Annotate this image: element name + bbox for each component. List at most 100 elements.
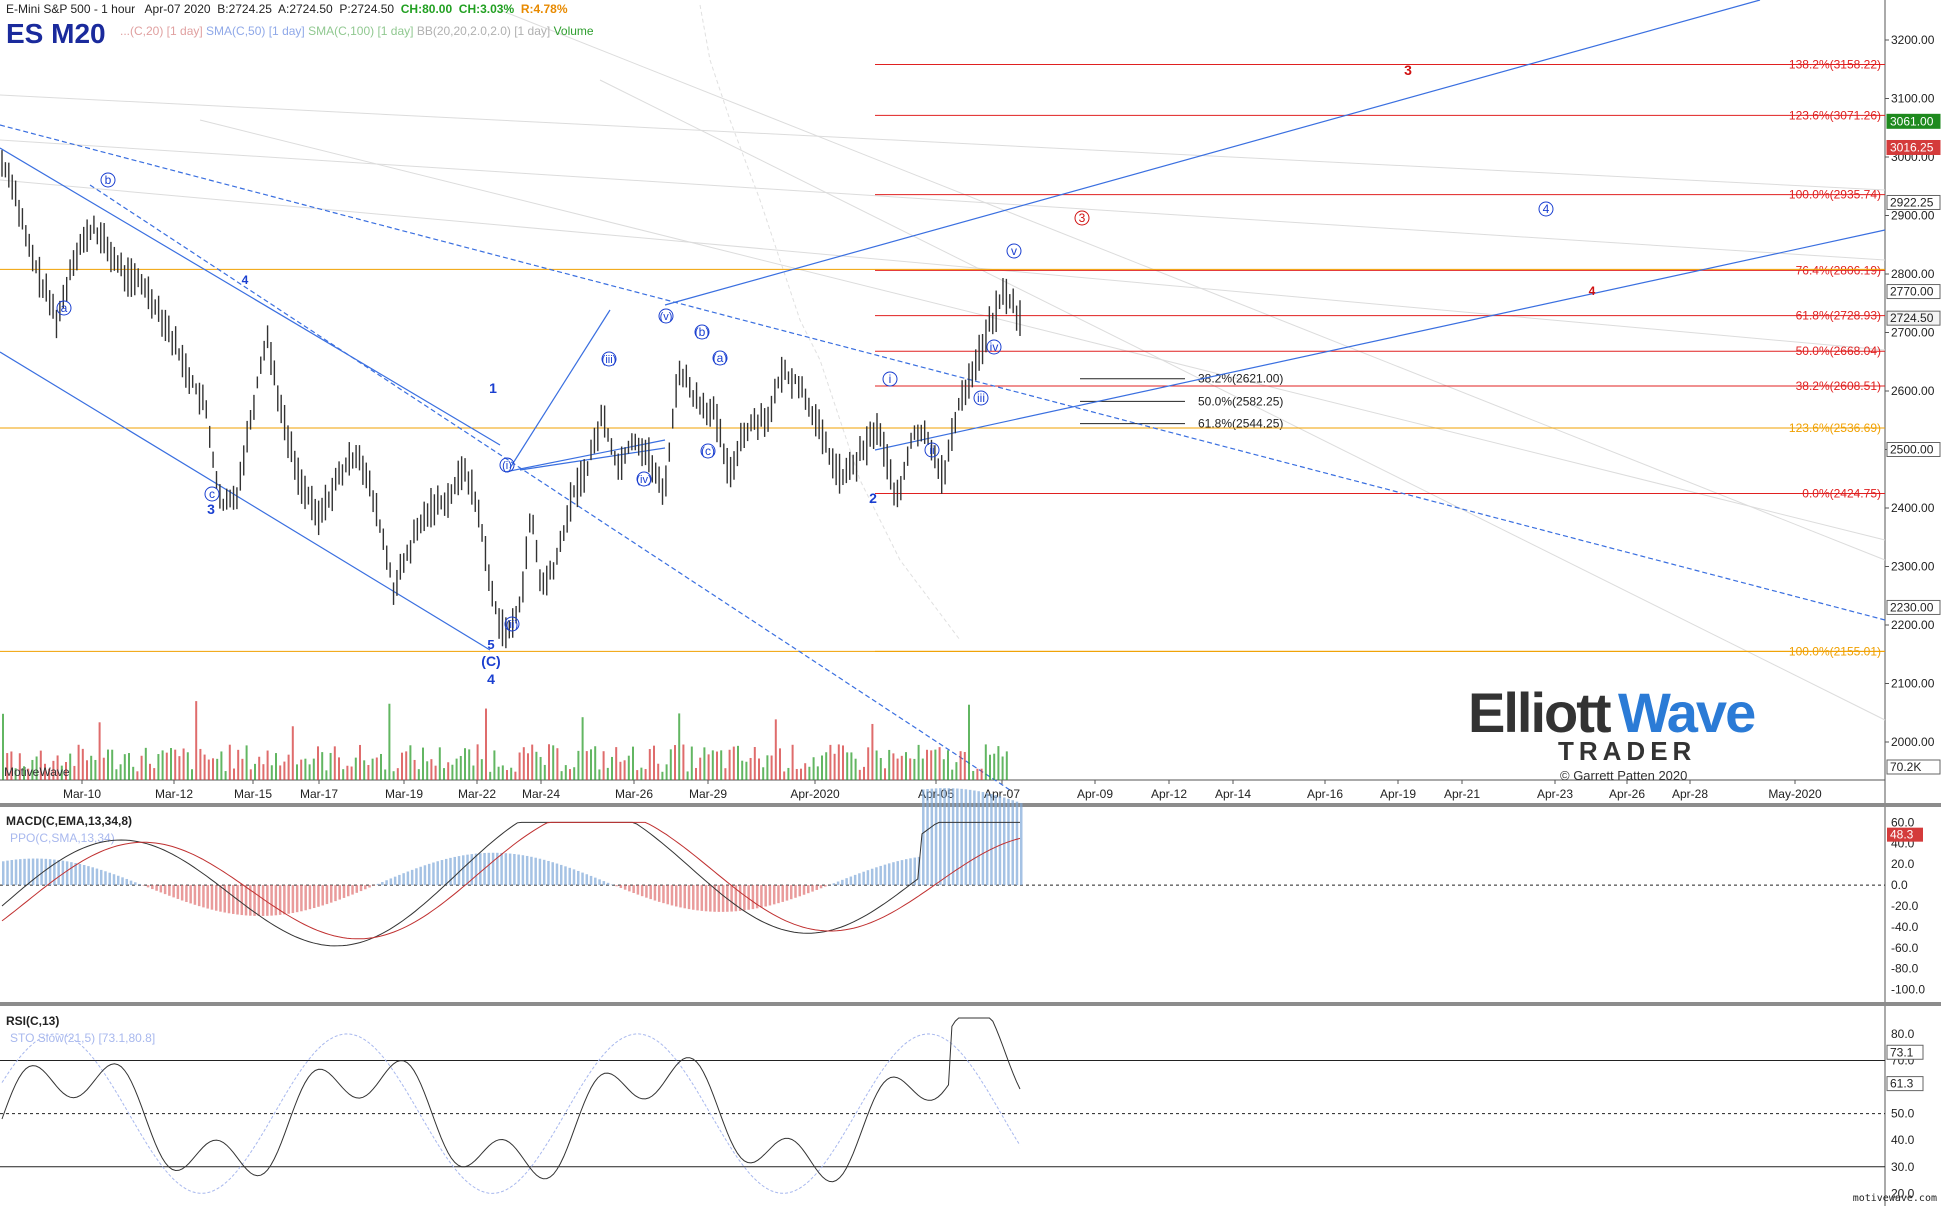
volume-bar bbox=[834, 754, 836, 780]
legend-sma50: SMA(C,50) [1 day] bbox=[206, 24, 305, 38]
volume-bar bbox=[594, 746, 596, 780]
volume-bar bbox=[951, 770, 953, 780]
volume-bar bbox=[325, 770, 327, 780]
macd-tick-label: 0.0 bbox=[1891, 878, 1908, 892]
macd-histogram-bar bbox=[628, 885, 631, 891]
volume-bar bbox=[300, 760, 302, 780]
volume-bar bbox=[447, 762, 449, 780]
macd-histogram-bar bbox=[445, 859, 448, 885]
macd-histogram-bar bbox=[126, 879, 129, 885]
macd-histogram-bar bbox=[313, 885, 316, 908]
volume-bar bbox=[897, 759, 899, 780]
volume-bar bbox=[237, 750, 239, 780]
volume-bar bbox=[1002, 757, 1004, 780]
macd-histogram-bar bbox=[488, 853, 491, 885]
rsi-sto-value: 73.1 bbox=[1890, 1045, 1914, 1059]
volume-bar bbox=[615, 747, 617, 780]
macd-histogram-bar bbox=[790, 885, 793, 899]
volume-bar bbox=[313, 759, 315, 780]
macd-histogram-bar bbox=[982, 792, 985, 885]
fib-label: 50.0%(2668.04) bbox=[1796, 344, 1881, 358]
volume-bar bbox=[111, 750, 113, 780]
macd-histogram-bar bbox=[356, 885, 359, 893]
volume-bar bbox=[493, 750, 495, 780]
price-label: 2500.00 bbox=[1890, 443, 1934, 457]
volume-bar bbox=[699, 758, 701, 780]
macd-histogram-bar bbox=[645, 885, 648, 898]
header-ask: A:2724.50 bbox=[278, 2, 333, 16]
volume-bar bbox=[552, 745, 554, 780]
header-bid: B:2724.25 bbox=[217, 2, 272, 16]
volume-bar bbox=[346, 766, 348, 780]
volume-bar bbox=[304, 759, 306, 780]
macd-histogram-bar bbox=[381, 882, 384, 885]
volume-bar bbox=[779, 748, 781, 780]
x-tick-label: Apr-12 bbox=[1151, 787, 1187, 801]
volume-bar bbox=[960, 751, 962, 780]
macd-histogram-bar bbox=[398, 875, 401, 885]
x-tick-label: Mar-19 bbox=[385, 787, 423, 801]
header-price: P:2724.50 bbox=[339, 2, 394, 16]
macd-histogram-bar bbox=[428, 864, 431, 885]
volume-bar bbox=[926, 750, 928, 780]
chart-title: E-Mini S&P 500 - 1 hour bbox=[6, 2, 135, 16]
volume-bar bbox=[808, 767, 810, 780]
rsi-pane: RSI(C,13) STO Slow(21,5) [73.1,80.8] 80.0 7… bbox=[0, 1014, 1923, 1200]
macd-histogram-bar bbox=[441, 860, 444, 885]
macd-histogram-bar bbox=[666, 885, 669, 904]
price-pane[interactable] bbox=[0, 0, 1885, 780]
macd-histogram-bar bbox=[931, 789, 934, 885]
x-tick-label: Apr-19 bbox=[1380, 787, 1416, 801]
macd-histogram-bar bbox=[684, 885, 687, 908]
rsi-tick-label: 80.0 bbox=[1891, 1027, 1915, 1041]
macd-histogram-bar bbox=[701, 885, 704, 911]
volume-bar bbox=[380, 754, 382, 780]
macd-histogram-bar bbox=[160, 885, 163, 892]
rsi-tick-label: 40.0 bbox=[1891, 1133, 1915, 1147]
wave-label: 2 bbox=[869, 490, 877, 506]
macd-histogram-bar bbox=[351, 885, 354, 894]
volume-bar bbox=[905, 752, 907, 780]
macd-histogram-bar bbox=[560, 865, 563, 885]
volume-bar bbox=[94, 760, 96, 780]
volume-bar bbox=[577, 751, 579, 780]
y-tick-label: 3100.00 bbox=[1891, 92, 1935, 106]
volume-bar bbox=[939, 747, 941, 780]
pane-divider[interactable] bbox=[0, 1002, 1941, 1006]
macd-histogram-bar bbox=[632, 885, 635, 893]
volume-bar bbox=[334, 746, 336, 780]
macd-histogram-bar bbox=[709, 885, 712, 911]
macd-histogram-bar bbox=[637, 885, 640, 894]
macd-histogram-bar bbox=[841, 880, 844, 885]
macd-histogram-bar bbox=[845, 878, 848, 885]
fib-label: 0.0%(2424.75) bbox=[1802, 487, 1881, 501]
x-tick-label: Apr-09 bbox=[1077, 787, 1113, 801]
macd-histogram-bar bbox=[888, 863, 891, 885]
volume-bar bbox=[888, 750, 890, 780]
wave-label: b bbox=[105, 173, 112, 187]
macd-histogram-bar bbox=[986, 793, 989, 885]
logo-copyright: © Garrett Patten 2020 bbox=[1560, 768, 1687, 783]
volume-bar bbox=[212, 758, 214, 780]
volume-bar bbox=[384, 769, 386, 780]
wave-label: (v) bbox=[660, 311, 673, 323]
macd-histogram-bar bbox=[181, 885, 184, 900]
volume-bar bbox=[342, 769, 344, 780]
volume-bar bbox=[510, 768, 512, 780]
wave-label: v bbox=[1011, 244, 1017, 258]
x-tick-label: Apr-26 bbox=[1609, 787, 1645, 801]
volume-bar bbox=[859, 770, 861, 780]
volume-bar bbox=[283, 762, 285, 780]
chart-header: E-Mini S&P 500 - 1 hour Apr-07 2020 B:27… bbox=[6, 2, 568, 16]
volume-bar bbox=[645, 769, 647, 780]
macd-histogram-bar bbox=[300, 885, 303, 911]
macd-histogram-bar bbox=[1016, 802, 1019, 885]
macd-histogram-bar bbox=[407, 872, 410, 886]
macd-histogram-bar bbox=[551, 862, 554, 885]
volume-bar bbox=[435, 766, 437, 780]
volume-bar bbox=[548, 744, 550, 780]
volume-bar bbox=[632, 747, 634, 780]
volume-bar bbox=[955, 762, 957, 780]
volume-bar bbox=[720, 750, 722, 780]
volume-bar bbox=[225, 771, 227, 780]
